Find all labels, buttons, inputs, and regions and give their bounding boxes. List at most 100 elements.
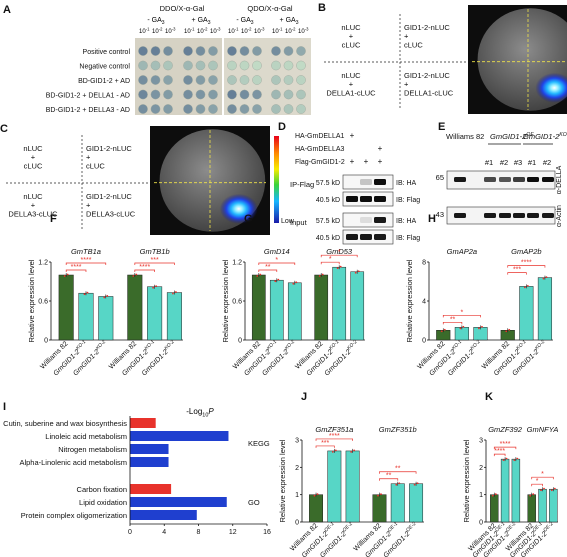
yeast-spot bbox=[239, 60, 250, 71]
panel-label-K: K bbox=[485, 391, 493, 403]
quadrant-label-line: GID1-2-nLUC bbox=[404, 71, 450, 80]
dilution-exp: -3 bbox=[261, 27, 265, 32]
y-tick-label: 0 bbox=[238, 338, 242, 345]
yeast-spot bbox=[252, 46, 262, 56]
ib-label: IB: Flag bbox=[396, 235, 420, 242]
yeast-spot bbox=[150, 75, 161, 85]
blot-band bbox=[527, 213, 539, 218]
yeast-spot bbox=[296, 104, 306, 114]
plate-ddo bbox=[135, 38, 222, 115]
construct-row-label: BD-GID1-2 + AD bbox=[78, 78, 130, 85]
yeast-spot bbox=[208, 60, 218, 71]
bar bbox=[332, 266, 347, 341]
data-point bbox=[395, 483, 398, 486]
term-label: Lipid oxidation bbox=[79, 498, 127, 507]
significance-bracket bbox=[315, 445, 335, 448]
yeast-spot bbox=[239, 75, 250, 85]
data-point bbox=[459, 327, 462, 330]
gene-label: GmZF392 bbox=[488, 425, 523, 434]
enrichment-bar bbox=[130, 418, 156, 428]
quadrant-label-line: + bbox=[349, 32, 354, 41]
significance-mark: **** bbox=[521, 260, 532, 267]
lane-label: #2 bbox=[500, 158, 508, 167]
bar bbox=[350, 271, 365, 341]
dilution-base: 10 bbox=[139, 29, 146, 35]
significance-bracket bbox=[493, 453, 506, 457]
dilution-exp: -2 bbox=[292, 27, 296, 32]
bar bbox=[390, 483, 405, 523]
axis-title: -Log10P bbox=[186, 407, 214, 419]
data-point bbox=[155, 285, 158, 288]
yeast-spot bbox=[183, 60, 193, 71]
yeast-spot bbox=[227, 60, 237, 71]
bar bbox=[287, 282, 302, 341]
gene-label: GmTB1b bbox=[140, 247, 170, 256]
data-point bbox=[413, 483, 416, 486]
y-tick-label: 8 bbox=[422, 260, 426, 267]
blot-strip bbox=[342, 174, 394, 190]
construct-label: HA-GmDELLA1 bbox=[295, 133, 345, 140]
data-point bbox=[529, 494, 532, 497]
bar bbox=[251, 274, 266, 341]
panel-label-J: J bbox=[301, 391, 307, 403]
significance-bracket bbox=[531, 476, 554, 480]
bar bbox=[166, 292, 182, 341]
ga-label: + GA3 bbox=[280, 17, 299, 26]
color-scale-bar bbox=[274, 136, 279, 223]
quadrant-label-line: cLUC bbox=[86, 161, 105, 170]
yeast-spot bbox=[296, 46, 306, 56]
significance-mark: ** bbox=[386, 473, 392, 480]
y-tick-label: 0.6 bbox=[232, 299, 242, 306]
quadrant-label-line: GID1-2-nLUC bbox=[86, 144, 132, 153]
significance-bracket bbox=[320, 254, 358, 258]
label-sup: KO-2 bbox=[95, 339, 108, 352]
lane-label: #1 bbox=[528, 158, 536, 167]
ga-text: + GA bbox=[192, 17, 208, 24]
data-point bbox=[462, 325, 465, 328]
significance-mark: * bbox=[460, 309, 463, 316]
y-tick-label: 0 bbox=[295, 520, 299, 527]
data-point bbox=[542, 277, 545, 280]
dilution-label: 10-1 bbox=[139, 27, 150, 36]
panel-label-I: I bbox=[3, 401, 6, 413]
significance-mark: **** bbox=[71, 264, 82, 271]
blot-band bbox=[374, 179, 386, 185]
yeast-spot bbox=[195, 75, 206, 85]
yeast-spot bbox=[138, 75, 148, 85]
sign-mark: + bbox=[378, 144, 383, 153]
yeast-spot bbox=[283, 46, 294, 56]
data-point bbox=[336, 267, 339, 270]
label-sup: KO-1 bbox=[144, 339, 157, 352]
yeast-spot bbox=[138, 104, 148, 114]
label-sup: KO-1 bbox=[75, 339, 88, 352]
dilution-exp: -1 bbox=[235, 27, 239, 32]
y-tick-label: 3 bbox=[295, 438, 299, 445]
yeast-spot bbox=[283, 60, 294, 71]
quadrant-label: GID1-2-nLUC + DELLA3-cLUC bbox=[86, 192, 136, 218]
data-point bbox=[292, 282, 295, 285]
construct-row-label: Negative control bbox=[79, 64, 130, 71]
x-tick-label: 16 bbox=[263, 529, 271, 536]
yeast-spot bbox=[138, 60, 148, 71]
x-tick-label: 12 bbox=[229, 529, 237, 536]
gene-label: GmAP2b bbox=[511, 247, 541, 256]
lane-label: #3 bbox=[514, 158, 522, 167]
bar bbox=[58, 274, 74, 341]
data-point bbox=[478, 327, 480, 330]
data-point bbox=[440, 330, 443, 333]
quadrant-label-line: GID1-2-nLUC bbox=[404, 23, 450, 32]
bar bbox=[537, 277, 553, 341]
dilution-label: 10-1 bbox=[272, 27, 283, 36]
panel-label-F: F bbox=[50, 213, 57, 225]
dilution-base: 10 bbox=[210, 29, 217, 35]
data-point bbox=[516, 457, 519, 460]
quadrant-label-line: + bbox=[86, 153, 91, 162]
significance-mark: * bbox=[536, 478, 539, 485]
yeast-spot bbox=[163, 46, 173, 56]
y-tick-label: 0 bbox=[44, 338, 48, 345]
quadrant-label-line: nLUC bbox=[341, 23, 361, 32]
significance-bracket bbox=[134, 262, 175, 265]
